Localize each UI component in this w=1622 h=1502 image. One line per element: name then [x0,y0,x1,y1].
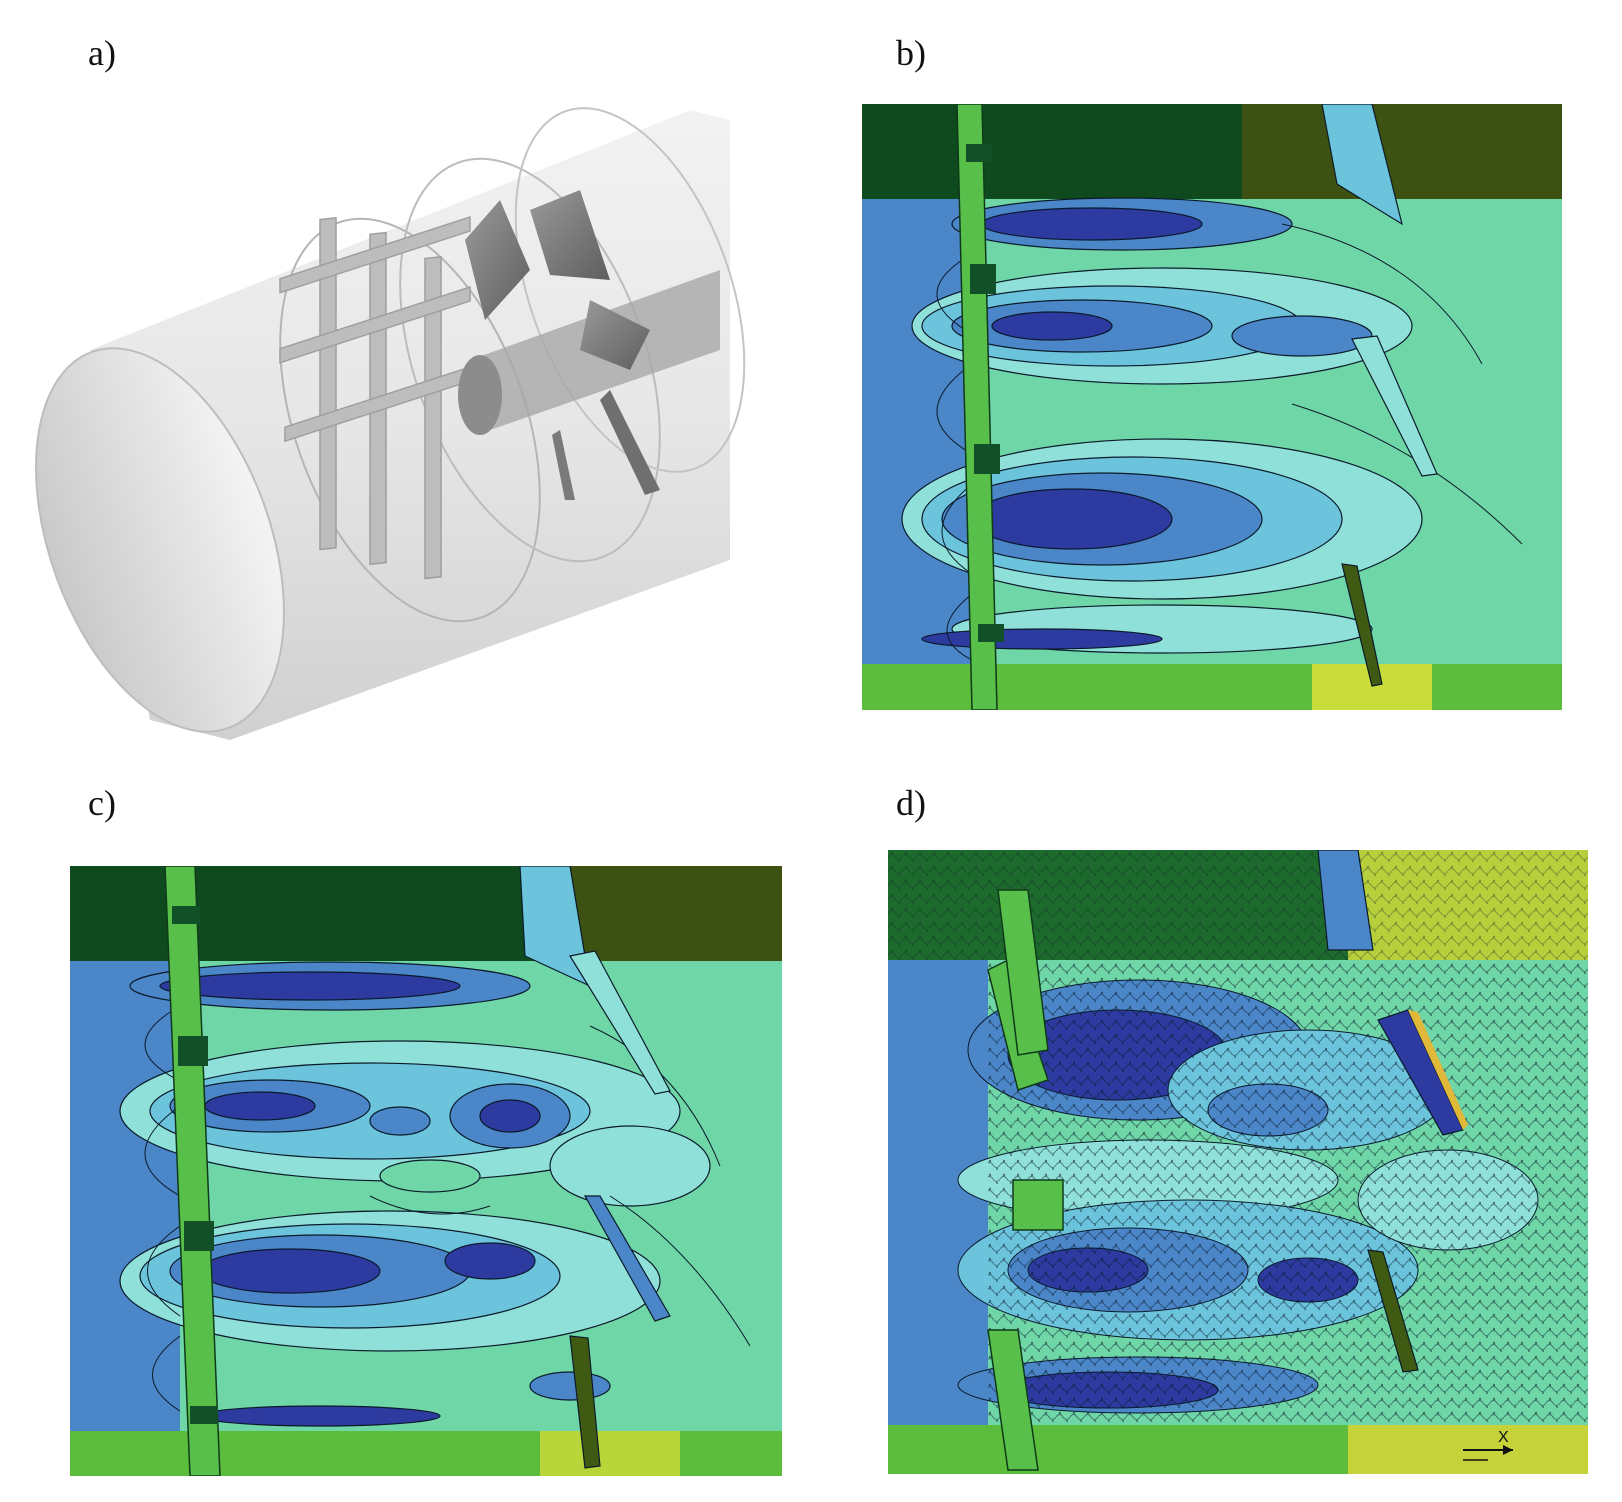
panel-label-d: d) [896,783,926,823]
contour-field-c [70,866,782,1476]
contour-field-b [862,104,1562,710]
axis-indicator-label: X [1498,1429,1509,1446]
contour-field-d: X [888,850,1588,1474]
panel-label-b: b) [896,33,926,73]
axis-indicator: X [1463,1429,1513,1461]
panel-label-c: c) [88,783,116,823]
pipe-geometry-render [30,100,750,740]
panel-label-a: a) [88,33,116,73]
